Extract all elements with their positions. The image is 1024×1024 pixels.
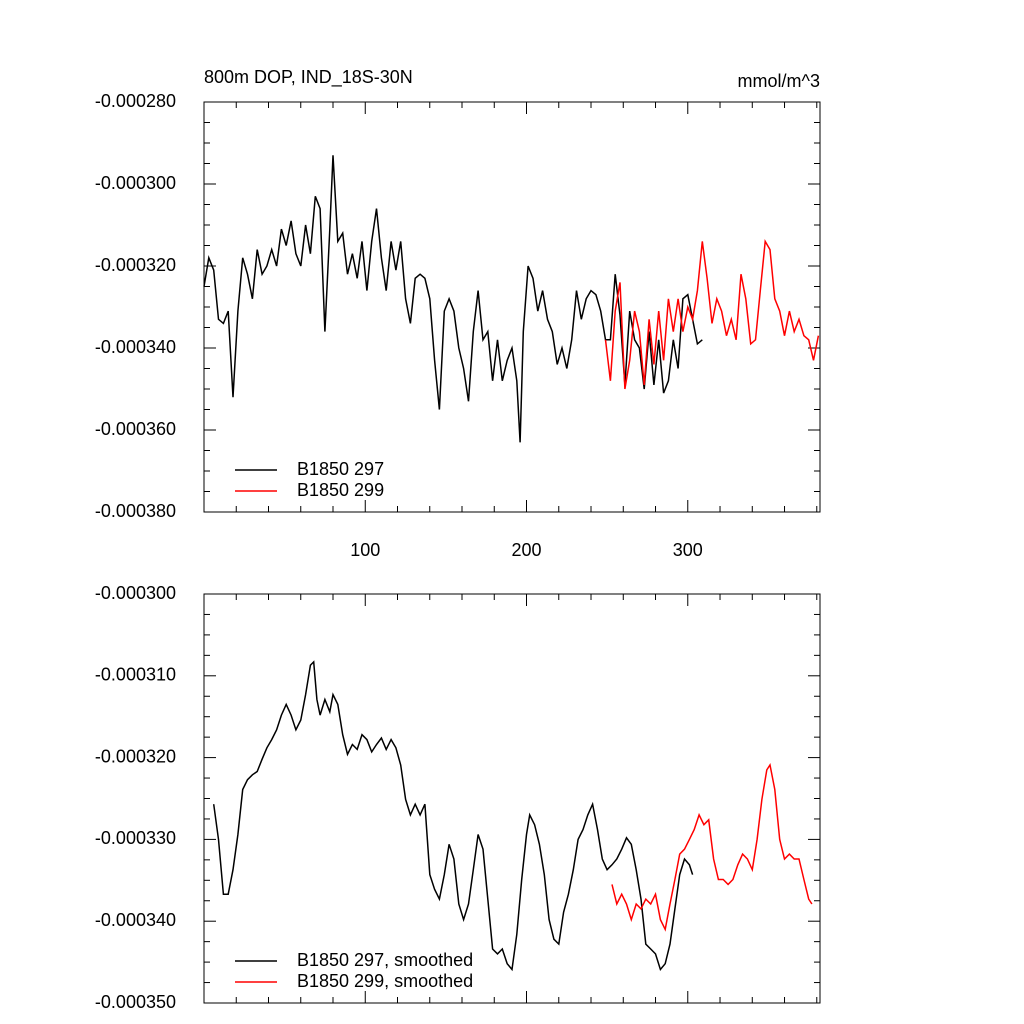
y-tick-label: -0.000300: [95, 173, 176, 193]
plot-frame: [203, 593, 821, 1004]
legend-label: B1850 297, smoothed: [297, 950, 473, 970]
plot-frame: [203, 101, 821, 513]
series-line: [212, 660, 694, 972]
y-tick-label: -0.000320: [95, 255, 176, 275]
x-tick-label: 200: [511, 540, 541, 560]
y-tick-label: -0.000360: [95, 419, 176, 439]
y-tick-label: -0.000320: [95, 746, 176, 766]
chart-title: 800m DOP, IND_18S-30N: [204, 67, 413, 88]
series-line: [203, 155, 703, 443]
series-line: [604, 239, 820, 390]
legend-label: B1850 297: [297, 459, 384, 479]
y-tick-label: -0.000380: [95, 501, 176, 521]
y-tick-label: -0.000330: [95, 828, 176, 848]
legend-label: B1850 299: [297, 480, 384, 500]
y-tick-label: -0.000310: [95, 665, 176, 685]
legend-label: B1850 299, smoothed: [297, 971, 473, 991]
series-line: [611, 763, 813, 932]
units-label: mmol/m^3: [738, 71, 820, 91]
x-tick-label: 300: [673, 540, 703, 560]
y-tick-label: -0.000340: [95, 910, 176, 930]
y-tick-label: -0.000350: [95, 992, 176, 1012]
y-tick-label: -0.000280: [95, 91, 176, 111]
y-tick-label: -0.000340: [95, 337, 176, 357]
x-tick-label: 100: [350, 540, 380, 560]
y-tick-label: -0.000300: [95, 583, 176, 603]
